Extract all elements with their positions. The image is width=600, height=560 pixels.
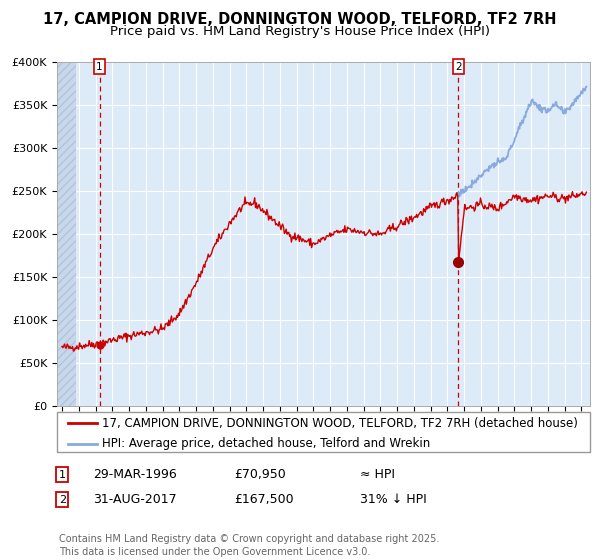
Text: 2: 2 [59, 494, 66, 505]
Text: 31% ↓ HPI: 31% ↓ HPI [360, 493, 427, 506]
Text: 29-MAR-1996: 29-MAR-1996 [93, 468, 177, 482]
Text: 2: 2 [455, 62, 462, 72]
Text: ≈ HPI: ≈ HPI [360, 468, 395, 482]
Text: Price paid vs. HM Land Registry's House Price Index (HPI): Price paid vs. HM Land Registry's House … [110, 25, 490, 38]
Text: 17, CAMPION DRIVE, DONNINGTON WOOD, TELFORD, TF2 7RH: 17, CAMPION DRIVE, DONNINGTON WOOD, TELF… [43, 12, 557, 27]
Text: 1: 1 [96, 62, 103, 72]
Text: £167,500: £167,500 [234, 493, 293, 506]
FancyBboxPatch shape [57, 412, 590, 452]
Text: 31-AUG-2017: 31-AUG-2017 [93, 493, 176, 506]
Text: Contains HM Land Registry data © Crown copyright and database right 2025.
This d: Contains HM Land Registry data © Crown c… [59, 534, 439, 557]
Text: 17, CAMPION DRIVE, DONNINGTON WOOD, TELFORD, TF2 7RH (detached house): 17, CAMPION DRIVE, DONNINGTON WOOD, TELF… [102, 417, 578, 430]
Bar [57, 62, 76, 406]
Text: HPI: Average price, detached house, Telford and Wrekin: HPI: Average price, detached house, Telf… [102, 437, 431, 450]
Text: 1: 1 [59, 470, 66, 480]
Text: £70,950: £70,950 [234, 468, 286, 482]
